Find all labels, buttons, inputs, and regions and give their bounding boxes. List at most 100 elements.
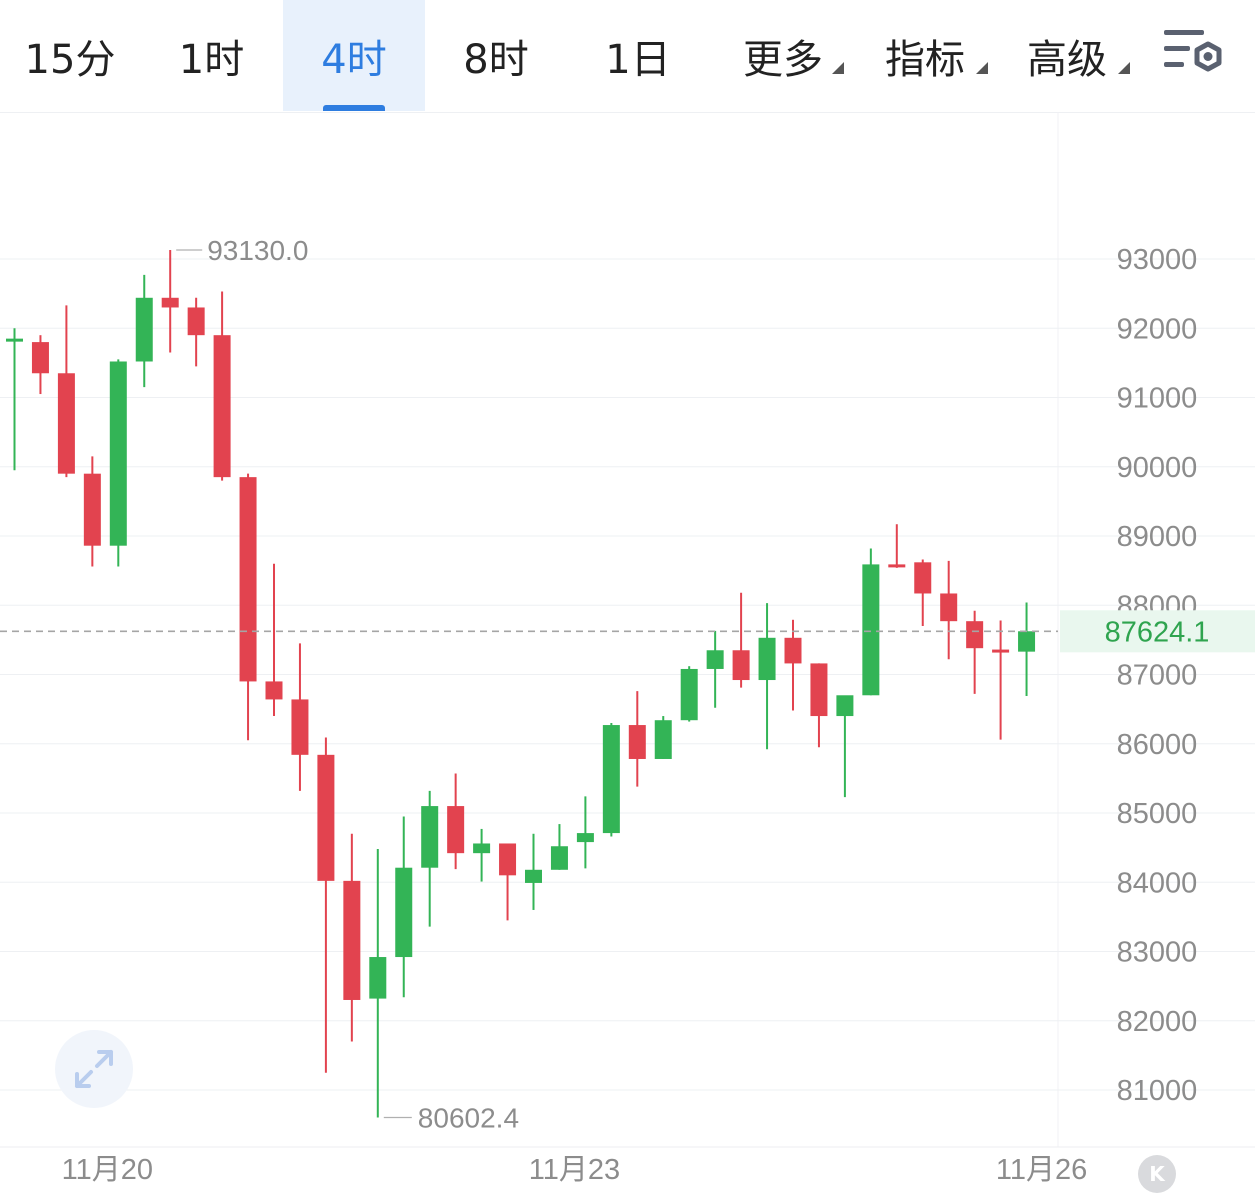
candle-body	[576, 833, 594, 843]
candle[interactable]	[914, 559, 932, 627]
expand-arrows-icon	[75, 1050, 113, 1088]
candle[interactable]	[992, 620, 1010, 740]
candle[interactable]	[888, 524, 906, 568]
last-price-badge	[1060, 610, 1255, 653]
candle[interactable]	[966, 610, 984, 694]
candle[interactable]	[654, 716, 672, 759]
candle-body	[810, 663, 828, 717]
candle[interactable]	[317, 737, 335, 1073]
candle[interactable]	[57, 305, 75, 478]
candle[interactable]	[758, 603, 776, 750]
candle[interactable]	[576, 796, 594, 869]
tab-advanced[interactable]: 高级	[996, 0, 1138, 111]
candle-body	[914, 562, 932, 594]
candle-body	[499, 843, 517, 876]
candle[interactable]	[732, 592, 750, 688]
active-tab-indicator	[323, 105, 385, 111]
candle[interactable]	[343, 833, 361, 1042]
candle[interactable]	[447, 773, 465, 870]
candle[interactable]	[395, 816, 413, 998]
candle[interactable]	[291, 643, 309, 791]
tab-15min[interactable]: 15分	[0, 0, 140, 111]
candle[interactable]	[1018, 602, 1036, 696]
candle[interactable]	[525, 833, 542, 910]
candle-body	[602, 725, 620, 834]
tab-label: 1日	[605, 36, 671, 83]
x-tick-label: 11月26	[996, 1154, 1087, 1186]
candlestick-chart[interactable]: 9300092000910009000089000880008700086000…	[0, 112, 1255, 1189]
candle-body	[291, 699, 309, 755]
y-tick-label: 86000	[1117, 729, 1198, 761]
candle[interactable]	[473, 828, 491, 882]
candle-body	[6, 338, 23, 342]
candle-body	[628, 725, 646, 759]
candle-body	[83, 473, 101, 546]
candle[interactable]	[499, 843, 517, 921]
candle[interactable]	[680, 666, 698, 722]
candle[interactable]	[31, 335, 49, 395]
dropdown-triangle-icon	[832, 62, 844, 74]
candle-body	[992, 649, 1010, 653]
candle[interactable]	[550, 824, 568, 870]
candle-body	[447, 806, 465, 854]
candle[interactable]	[369, 849, 387, 1118]
candle[interactable]	[213, 291, 231, 481]
candle-body	[343, 880, 361, 1000]
y-tick-label: 91000	[1117, 383, 1198, 415]
candle[interactable]	[628, 691, 646, 787]
candle[interactable]	[109, 359, 127, 567]
max-price-label: 93130.0	[207, 235, 308, 266]
candle-body	[187, 307, 205, 336]
fullscreen-button[interactable]	[55, 1030, 133, 1108]
candle-body	[706, 650, 724, 669]
candle[interactable]	[187, 297, 205, 367]
candle-body	[213, 335, 231, 478]
tab-label: 指标	[885, 36, 965, 83]
candle[interactable]	[836, 695, 854, 798]
dropdown-triangle-icon	[1118, 62, 1130, 74]
candle[interactable]	[862, 548, 880, 696]
candle-body	[161, 297, 179, 308]
candle[interactable]	[6, 328, 23, 471]
candle[interactable]	[784, 619, 802, 711]
tab-label: 高级	[1027, 36, 1107, 83]
y-tick-label: 92000	[1117, 313, 1198, 345]
tab-label: 更多	[743, 36, 823, 83]
y-tick-label: 84000	[1117, 867, 1198, 899]
chart-settings-icon[interactable]	[1160, 26, 1230, 84]
candle-body	[369, 957, 387, 999]
candle[interactable]	[265, 563, 283, 717]
tab-more[interactable]: 更多	[712, 0, 854, 111]
tab-8hour[interactable]: 8时	[425, 0, 567, 111]
tab-1day[interactable]: 1日	[567, 0, 709, 111]
candle-body	[862, 564, 880, 696]
candle[interactable]	[239, 473, 257, 741]
candle[interactable]	[421, 790, 439, 927]
candle[interactable]	[706, 630, 724, 708]
candle-body	[940, 593, 958, 622]
tab-4hour[interactable]: 4时	[283, 0, 425, 111]
y-tick-label: 93000	[1117, 244, 1198, 276]
candle[interactable]	[83, 456, 101, 567]
candle-body	[317, 754, 335, 881]
candle-body	[525, 869, 542, 883]
tab-1hour[interactable]: 1时	[140, 0, 283, 111]
kline-badge[interactable]: K	[1138, 1155, 1176, 1193]
candle[interactable]	[940, 560, 958, 660]
candle[interactable]	[810, 663, 828, 748]
y-tick-label: 89000	[1117, 521, 1198, 553]
candle-body	[109, 361, 127, 546]
candle[interactable]	[602, 722, 620, 837]
dropdown-triangle-icon	[976, 62, 988, 74]
y-tick-label: 87000	[1117, 660, 1198, 692]
tab-indicators[interactable]: 指标	[854, 0, 996, 111]
candle[interactable]	[135, 274, 153, 388]
candle-body	[758, 637, 776, 681]
tab-label: 8时	[463, 36, 529, 83]
tab-label: 15分	[24, 36, 116, 83]
candle[interactable]	[161, 249, 179, 353]
y-tick-label: 90000	[1117, 452, 1198, 484]
candle-body	[836, 695, 854, 717]
candle-body	[732, 650, 750, 681]
tab-label: 4时	[321, 36, 387, 83]
